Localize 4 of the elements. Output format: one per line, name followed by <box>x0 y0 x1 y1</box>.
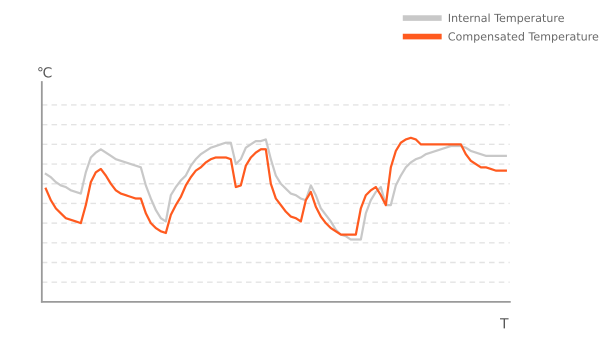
legend-label: Compensated Temperature <box>448 32 598 43</box>
y-axis-title: ℃ <box>38 67 52 78</box>
x-axis-title: T <box>500 318 509 328</box>
legend-label: Internal Temperature <box>448 13 564 24</box>
